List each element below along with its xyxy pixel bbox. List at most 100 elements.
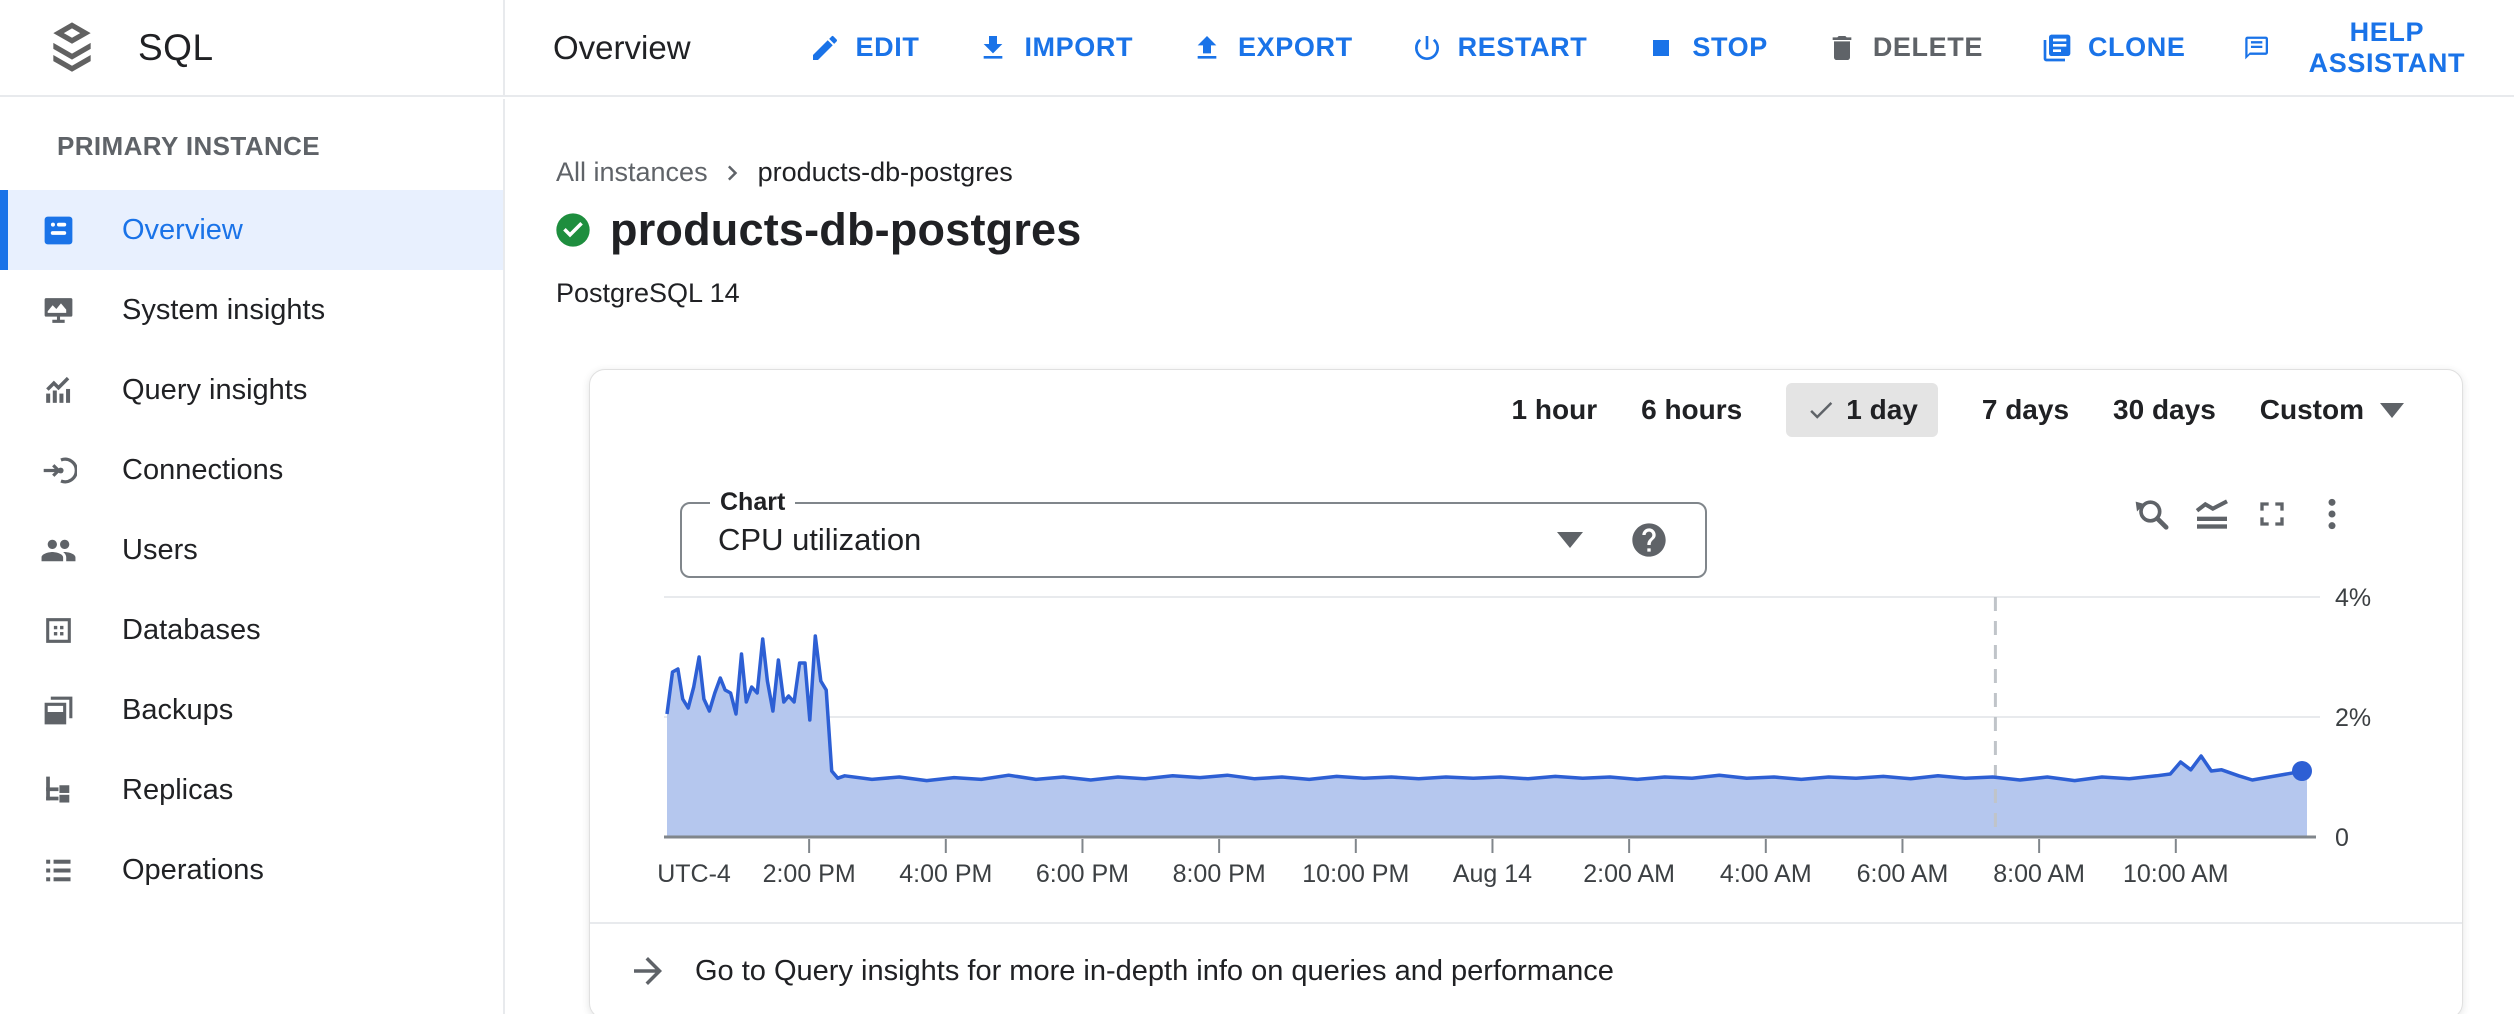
edit-button[interactable]: EDIT (809, 32, 920, 64)
chart-select[interactable]: Chart CPU utilization (680, 488, 1707, 578)
fullscreen-button[interactable] (2252, 494, 2292, 534)
time-range-label: 7 days (1981, 394, 2070, 425)
sidebar-item-label: Replicas (122, 773, 234, 806)
sidebar-item-system-insights[interactable]: System insights (0, 270, 503, 350)
cpu-line (665, 634, 2308, 783)
top-app-bar: SQL Overview EDIT IMPORT EXPORT RESTART STOP… (0, 0, 2514, 97)
users-icon (40, 532, 77, 569)
sidebar-nav: Overview System insights Query insights Con… (0, 190, 503, 910)
delete-icon (1826, 32, 1858, 64)
sidebar-item-connections[interactable]: Connections (0, 430, 503, 510)
page-title: Overview (553, 28, 691, 66)
cpu-utilization-chart[interactable]: 4% 2% 0 2:00 PM 4:00 PM 6:00 PM 8:00 PM 10:00 P… (590, 580, 2464, 910)
x-axis-label: 8:00 AM (1993, 860, 2085, 888)
databases-icon (40, 612, 77, 649)
timezone-label: UTC-4 (657, 860, 731, 888)
time-range-7-days[interactable]: 7 days (1982, 394, 2069, 426)
x-axis-label: 6:00 AM (1857, 860, 1949, 888)
time-range-label: 1 day (1846, 394, 1918, 425)
restart-button[interactable]: RESTART (1411, 32, 1588, 64)
action-label: HELP ASSISTANT (2308, 16, 2466, 78)
fullscreen-icon (2252, 494, 2292, 534)
export-icon (1191, 32, 1223, 64)
time-range-custom[interactable]: Custom (2260, 394, 2404, 426)
latest-point-dot (2292, 761, 2312, 781)
edit-icon (809, 32, 841, 64)
clone-button[interactable]: CLONE (2041, 32, 2186, 64)
help-assistant-button[interactable]: HELP ASSISTANT (2243, 17, 2488, 79)
sidebar-item-users[interactable]: Users (0, 510, 503, 590)
sidebar-item-label: System insights (122, 293, 326, 326)
replicas-icon (40, 772, 77, 809)
more-options-button[interactable] (2312, 494, 2352, 534)
y-axis-label: 0 (2335, 824, 2349, 852)
sidebar-item-label: Overview (122, 213, 243, 246)
clone-icon (2041, 32, 2073, 64)
sidebar-item-label: Backups (122, 693, 234, 726)
breadcrumb-current: products-db-postgres (757, 157, 1013, 187)
area-chart-icon (2192, 494, 2232, 534)
import-button[interactable]: IMPORT (977, 32, 1133, 64)
sidebar-item-backups[interactable]: Backups (0, 670, 503, 750)
status-healthy-icon (553, 210, 593, 250)
query-insights-banner-text: Go to Query insights for more in-depth i… (695, 954, 1614, 987)
chart-type-button[interactable] (2192, 494, 2232, 534)
time-range-1-hour[interactable]: 1 hour (1512, 394, 1598, 426)
chevron-right-icon (718, 158, 748, 188)
y-axis-label: 2% (2335, 704, 2371, 732)
sidebar-item-label: Databases (122, 613, 261, 646)
sidebar-section-label: PRIMARY INSTANCE (57, 131, 321, 161)
instance-overview-icon (40, 212, 77, 249)
system-insights-icon (40, 292, 77, 329)
topbar-actions: EDIT IMPORT EXPORT RESTART STOP DELETE CLONE HE… (809, 17, 2488, 79)
chart-toolbar (2132, 494, 2352, 534)
time-range-30-days[interactable]: 30 days (2113, 394, 2216, 426)
time-range-1-day[interactable]: 1 day (1786, 383, 1938, 437)
zoom-reset-icon (2132, 494, 2172, 534)
time-range-6-hours[interactable]: 6 hours (1641, 394, 1742, 426)
main-content: All instances products-db-postgres produ… (507, 99, 2514, 1014)
product-logo-section: SQL (0, 0, 505, 95)
help-icon[interactable] (1629, 520, 1669, 560)
stop-button[interactable]: STOP (1645, 32, 1767, 64)
time-range-label: Custom (2259, 394, 2364, 425)
sidebar-item-label: Operations (122, 853, 264, 886)
time-range-selector: 1 hour 6 hours 1 day 7 days 30 days Custom (1512, 382, 2404, 438)
y-axis-label: 4% (2335, 584, 2371, 612)
metrics-card: 1 hour 6 hours 1 day 7 days 30 days Custom Ch… (589, 369, 2463, 1014)
backups-icon (40, 692, 77, 729)
stop-icon (1645, 32, 1677, 64)
x-axis-label: 10:00 AM (2123, 860, 2229, 888)
import-icon (977, 32, 1009, 64)
action-label: EXPORT (1238, 32, 1353, 62)
sidebar-item-operations[interactable]: Operations (0, 830, 503, 910)
check-icon (1806, 395, 1836, 425)
cpu-area-fill (667, 636, 2307, 837)
query-insights-banner[interactable]: Go to Query insights for more in-depth i… (590, 922, 2462, 1014)
sidebar-item-overview[interactable]: Overview (0, 190, 503, 270)
breadcrumb-all-instances-link[interactable]: All instances (556, 157, 708, 187)
chart-select-label: Chart (710, 488, 796, 517)
chevron-down-icon (2380, 402, 2404, 418)
instance-title-row: products-db-postgres (553, 204, 2514, 256)
x-axis-label: 4:00 AM (1720, 860, 1812, 888)
sidebar-item-query-insights[interactable]: Query insights (0, 350, 503, 430)
zoom-reset-button[interactable] (2132, 494, 2172, 534)
query-insights-icon (40, 372, 77, 409)
action-label: EDIT (855, 32, 920, 62)
breadcrumb: All instances products-db-postgres (556, 157, 2514, 188)
arrow-forward-icon (627, 950, 669, 992)
export-button[interactable]: EXPORT (1191, 32, 1353, 64)
sql-logo-icon (44, 20, 100, 76)
product-name: SQL (138, 26, 214, 68)
sidebar-item-label: Connections (122, 453, 284, 486)
sidebar-item-databases[interactable]: Databases (0, 590, 503, 670)
sidebar-item-replicas[interactable]: Replicas (0, 750, 503, 830)
connections-icon (40, 452, 77, 489)
x-axis-label: 4:00 PM (899, 860, 992, 888)
x-axis-label: Aug 14 (1453, 860, 1532, 888)
x-axis-label: 2:00 AM (1583, 860, 1675, 888)
delete-button[interactable]: DELETE (1826, 32, 1983, 64)
action-label: CLONE (2087, 32, 2186, 62)
